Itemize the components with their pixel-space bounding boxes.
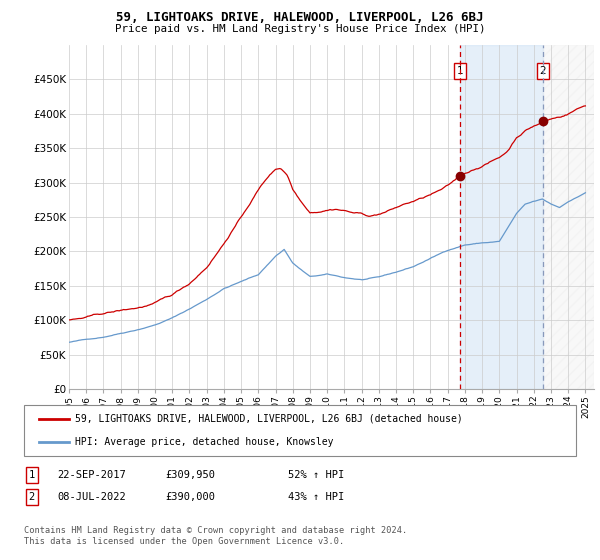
- Text: £390,000: £390,000: [165, 492, 215, 502]
- Text: 52% ↑ HPI: 52% ↑ HPI: [288, 470, 344, 480]
- Text: 59, LIGHTOAKS DRIVE, HALEWOOD, LIVERPOOL, L26 6BJ: 59, LIGHTOAKS DRIVE, HALEWOOD, LIVERPOOL…: [116, 11, 484, 24]
- Text: 1: 1: [29, 470, 35, 480]
- Text: Contains HM Land Registry data © Crown copyright and database right 2024.
This d: Contains HM Land Registry data © Crown c…: [24, 526, 407, 546]
- Text: Price paid vs. HM Land Registry's House Price Index (HPI): Price paid vs. HM Land Registry's House …: [115, 24, 485, 34]
- Text: £309,950: £309,950: [165, 470, 215, 480]
- Text: 2: 2: [539, 66, 546, 76]
- Text: 43% ↑ HPI: 43% ↑ HPI: [288, 492, 344, 502]
- Text: 2: 2: [29, 492, 35, 502]
- Text: 22-SEP-2017: 22-SEP-2017: [57, 470, 126, 480]
- Text: HPI: Average price, detached house, Knowsley: HPI: Average price, detached house, Know…: [75, 437, 334, 447]
- Text: 08-JUL-2022: 08-JUL-2022: [57, 492, 126, 502]
- Bar: [460, 45, 543, 389]
- Text: 1: 1: [457, 66, 464, 76]
- Text: 59, LIGHTOAKS DRIVE, HALEWOOD, LIVERPOOL, L26 6BJ (detached house): 59, LIGHTOAKS DRIVE, HALEWOOD, LIVERPOOL…: [75, 414, 463, 424]
- Bar: [543, 45, 594, 389]
